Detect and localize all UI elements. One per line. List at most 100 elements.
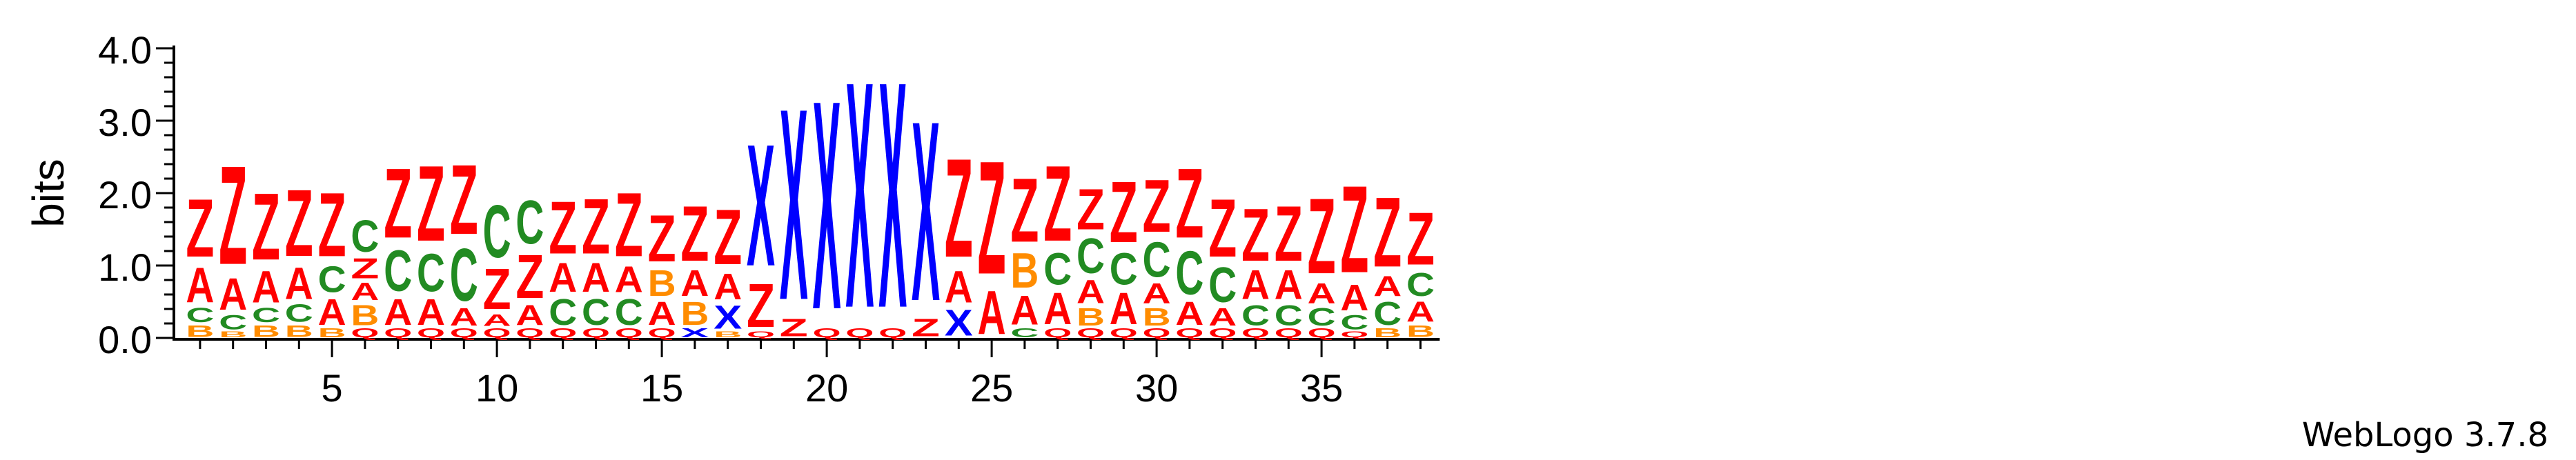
logo-letter-C: C	[450, 234, 478, 317]
logo-letter-A: A	[582, 255, 610, 301]
logo-stacks: BCAZBCAZBCAZBCAZBACZQBAZCQACZQACZQACZQAZ…	[186, 14, 1435, 375]
logo-letter-A: A	[384, 291, 412, 332]
logo-letter-X: X	[747, 108, 775, 303]
logo-letter-X: X	[813, 39, 841, 372]
logo-letter-Z: Z	[384, 148, 412, 259]
logo-letter-Z: Z	[1110, 164, 1138, 261]
logo-letter-Q: Q	[1110, 326, 1138, 340]
logo-letter-Q: Q	[1241, 326, 1270, 340]
logo-letter-Z: Z	[549, 188, 577, 270]
logo-letter-B: B	[1076, 303, 1105, 331]
logo-letter-A: A	[615, 259, 643, 300]
logo-letter-Q: Q	[351, 326, 379, 340]
logo-letter-C: C	[1340, 310, 1368, 334]
logo-letter-C: C	[1275, 299, 1303, 332]
logo-letter-Q: Q	[582, 326, 610, 340]
logo-column: QX	[878, 14, 907, 375]
y-axis-label: bits	[23, 159, 73, 228]
logo-letter-B: B	[351, 299, 379, 332]
logo-letter-A: A	[450, 303, 478, 331]
logo-letter-X: X	[912, 67, 940, 354]
logo-letter-Q: Q	[747, 330, 775, 340]
logo-letter-C: C	[1110, 243, 1138, 294]
logo-letter-Q: Q	[878, 326, 907, 340]
logo-letter-C: C	[1241, 299, 1270, 332]
x-tick-label: 20	[805, 366, 848, 410]
logo-letter-C: C	[1308, 303, 1336, 331]
logo-letter-A: A	[1208, 303, 1237, 331]
x-axis: 5 10 15 20 25 30 35	[174, 338, 1440, 410]
logo-letter-C: C	[1406, 266, 1435, 303]
logo-letter-Z: Z	[351, 252, 379, 284]
y-tick-label: 1.0	[98, 246, 152, 289]
logo-letter-Z: Z	[483, 257, 511, 322]
logo-letter-C: C	[1043, 243, 1072, 294]
logo-letter-Q: Q	[813, 326, 841, 340]
logo-letter-A: A	[285, 258, 313, 309]
logo-letter-Q: Q	[1175, 326, 1203, 340]
logo-letter-Z: Z	[1143, 166, 1171, 248]
logo-letter-Z: Z	[285, 171, 313, 277]
logo-letter-Z: Z	[1406, 198, 1435, 281]
logo-letter-Z: Z	[945, 130, 973, 287]
logo-letter-B: B	[252, 323, 280, 341]
logo-letter-C: C	[351, 211, 379, 262]
logo-letter-A: A	[1373, 270, 1402, 303]
logo-letter-Z: Z	[318, 174, 346, 277]
logo-column: AZ	[978, 127, 1006, 347]
logo-letter-Z: Z	[747, 270, 775, 340]
logo-letter-X: X	[680, 326, 709, 340]
logo-letter-B: B	[219, 330, 247, 339]
logo-letter-Q: Q	[450, 326, 478, 340]
logo-column: QZX	[747, 108, 775, 340]
logo-letter-A: A	[1241, 262, 1270, 308]
logo-letter-A: A	[515, 299, 544, 332]
logo-letter-B: B	[186, 323, 214, 341]
logo-letter-B: B	[1143, 303, 1171, 331]
x-tick-label: 5	[322, 366, 343, 410]
logo-letter-B: B	[648, 262, 676, 303]
logo-letter-C: C	[1373, 295, 1402, 332]
logo-letter-C: C	[417, 243, 445, 303]
logo-letter-A: A	[1340, 277, 1368, 318]
logo-letter-Z: Z	[1043, 144, 1072, 264]
logo-letter-B: B	[680, 295, 709, 332]
logo-letter-C: C	[515, 188, 544, 257]
logo-letter-A: A	[1175, 295, 1203, 332]
x-tick-label: 25	[970, 366, 1013, 410]
logo-letter-A: A	[978, 278, 1006, 348]
logo-letter-A: A	[219, 269, 247, 320]
logo-letter-X: X	[878, 14, 907, 375]
logo-letter-X: X	[845, 14, 874, 375]
y-axis: bits 0.0 1.0 2.0 3.0 4.0	[23, 28, 175, 361]
logo-letter-Z: Z	[912, 314, 940, 342]
logo-letter-Z: Z	[780, 314, 808, 342]
logo-letter-Z: Z	[648, 201, 676, 276]
logo-letter-Z: Z	[515, 241, 544, 311]
logo-letter-Q: Q	[648, 326, 676, 340]
logo-letter-A: A	[318, 291, 346, 332]
logo-letter-C: C	[1208, 257, 1237, 313]
logo-letter-A: A	[186, 257, 214, 313]
logo-letter-A: A	[1110, 283, 1138, 334]
weblogo-version-label: WebLogo 3.7.8	[2301, 416, 2548, 454]
logo-letter-B: B	[714, 330, 742, 339]
logo-column: ZX	[780, 52, 808, 358]
y-tick-label: 4.0	[98, 28, 152, 72]
logo-letter-C: C	[219, 310, 247, 334]
logo-letter-A: A	[1010, 288, 1039, 334]
logo-letter-C: C	[1010, 326, 1039, 340]
